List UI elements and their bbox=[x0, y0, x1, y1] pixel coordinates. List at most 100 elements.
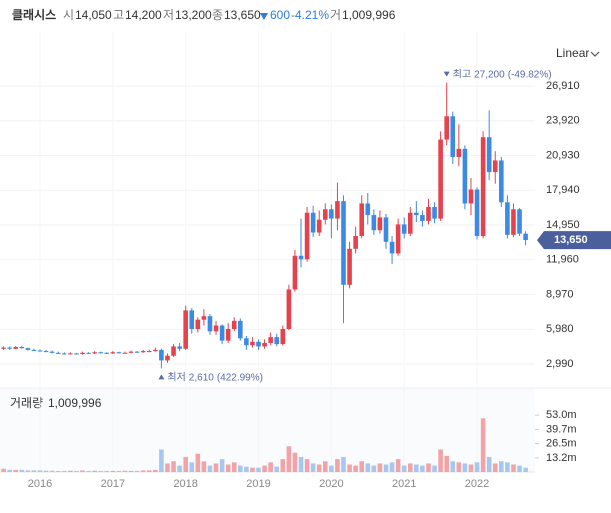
volume-bar bbox=[329, 465, 334, 472]
volume-bar bbox=[134, 470, 140, 472]
y2-tick-label: 53.0m bbox=[546, 409, 577, 421]
change-value: 600 bbox=[270, 8, 290, 22]
candle-body bbox=[517, 209, 522, 234]
x-tick-label: 2018 bbox=[173, 478, 197, 490]
candle-body bbox=[316, 219, 322, 233]
volume-bar bbox=[420, 465, 425, 472]
candle-body bbox=[13, 347, 19, 349]
volume-bar bbox=[432, 465, 437, 472]
x-tick-label: 2019 bbox=[246, 478, 270, 490]
candle-body bbox=[329, 209, 334, 219]
open-value: 14,050 bbox=[75, 8, 112, 22]
candle-body bbox=[310, 212, 316, 233]
max-change: (-49.82%) bbox=[508, 69, 552, 80]
candle-body bbox=[195, 319, 201, 329]
volume-bar bbox=[511, 464, 516, 472]
volume-bar bbox=[49, 470, 55, 472]
candle-body bbox=[377, 217, 383, 231]
y2-tick-label: 39.7m bbox=[546, 423, 577, 435]
volume-bar bbox=[146, 470, 152, 472]
volume-bar bbox=[444, 455, 449, 472]
volume-bar bbox=[31, 470, 37, 472]
candle-body bbox=[153, 349, 158, 352]
volume-bar bbox=[213, 463, 219, 472]
volume-bar bbox=[335, 459, 340, 472]
candle-body bbox=[365, 203, 371, 216]
candle-body bbox=[7, 347, 12, 349]
candle-body bbox=[213, 325, 219, 332]
volume-bar bbox=[401, 465, 407, 472]
volume-label: 거 bbox=[330, 8, 341, 22]
candle-body bbox=[49, 351, 55, 353]
volume-bar bbox=[468, 464, 474, 472]
volume-bar bbox=[250, 467, 255, 472]
volume-bar bbox=[359, 461, 365, 472]
dropdown-icon[interactable] bbox=[590, 51, 600, 57]
candle-body bbox=[207, 316, 213, 332]
candle-body bbox=[80, 352, 85, 354]
scale-toggle[interactable]: Linear bbox=[556, 46, 589, 60]
candle-body bbox=[505, 202, 510, 235]
candle-body bbox=[371, 215, 377, 231]
volume-bar bbox=[492, 463, 498, 472]
candle-body bbox=[171, 346, 176, 356]
volume-bar bbox=[322, 461, 328, 472]
candle-body bbox=[492, 160, 498, 173]
candle-body bbox=[389, 241, 395, 254]
y2-tick-label: 26.5m bbox=[546, 437, 577, 449]
x-tick-label: 2017 bbox=[101, 478, 125, 490]
volume-bar bbox=[25, 470, 31, 472]
volume-bar bbox=[231, 462, 237, 472]
x-tick-label: 2020 bbox=[319, 478, 343, 490]
y-tick-label: 5,980 bbox=[546, 323, 574, 335]
candle-body bbox=[395, 224, 401, 254]
volume-bar bbox=[238, 465, 243, 472]
volume-bar bbox=[13, 469, 19, 472]
volume-bar bbox=[86, 470, 91, 472]
x-tick-label: 2021 bbox=[392, 478, 416, 490]
max-annotation: 최고 27,200 (-49.82%) bbox=[453, 68, 552, 80]
candle-body bbox=[401, 224, 407, 234]
max-marker bbox=[443, 71, 450, 77]
y-tick-label: 26,910 bbox=[546, 80, 580, 92]
volume-bar bbox=[353, 465, 358, 472]
candle-body bbox=[110, 352, 116, 354]
candle-body bbox=[414, 212, 419, 216]
candle-body bbox=[383, 217, 389, 242]
down-icon bbox=[260, 13, 268, 20]
volume-bar bbox=[280, 459, 286, 472]
y-tick-label: 20,930 bbox=[546, 149, 580, 161]
volume-bar bbox=[450, 461, 456, 472]
candle-body bbox=[165, 355, 170, 361]
candle-body bbox=[462, 148, 468, 204]
y-tick-label: 17,940 bbox=[546, 184, 580, 196]
min-label: 최저 bbox=[167, 371, 185, 383]
candle-body bbox=[474, 189, 480, 237]
candle-body bbox=[499, 160, 504, 203]
min-marker bbox=[158, 374, 165, 380]
volume-bar bbox=[389, 462, 395, 472]
high-label: 고 bbox=[113, 8, 124, 22]
volume-bar bbox=[104, 470, 110, 472]
candle-body bbox=[523, 233, 528, 241]
open-label: 시 bbox=[63, 8, 74, 22]
candle-body bbox=[274, 337, 280, 345]
volume-bar bbox=[244, 466, 249, 472]
candle-body bbox=[238, 320, 243, 339]
candle-body bbox=[219, 325, 225, 341]
candle-body bbox=[262, 342, 267, 347]
volume-bar bbox=[426, 463, 431, 472]
volume-bar bbox=[92, 470, 97, 472]
volume-bar bbox=[189, 462, 195, 472]
volume-title-value: 1,009,996 bbox=[48, 396, 102, 410]
volume-bar bbox=[499, 461, 504, 472]
volume-bar bbox=[43, 470, 49, 472]
volume-bar bbox=[292, 452, 298, 472]
candle-body bbox=[134, 351, 140, 353]
volume-bar bbox=[304, 459, 310, 472]
candle-body bbox=[322, 209, 328, 220]
volume-bar bbox=[517, 465, 522, 472]
volume-bar bbox=[177, 465, 182, 472]
candle-body bbox=[420, 215, 425, 221]
volume-bar bbox=[377, 463, 383, 472]
